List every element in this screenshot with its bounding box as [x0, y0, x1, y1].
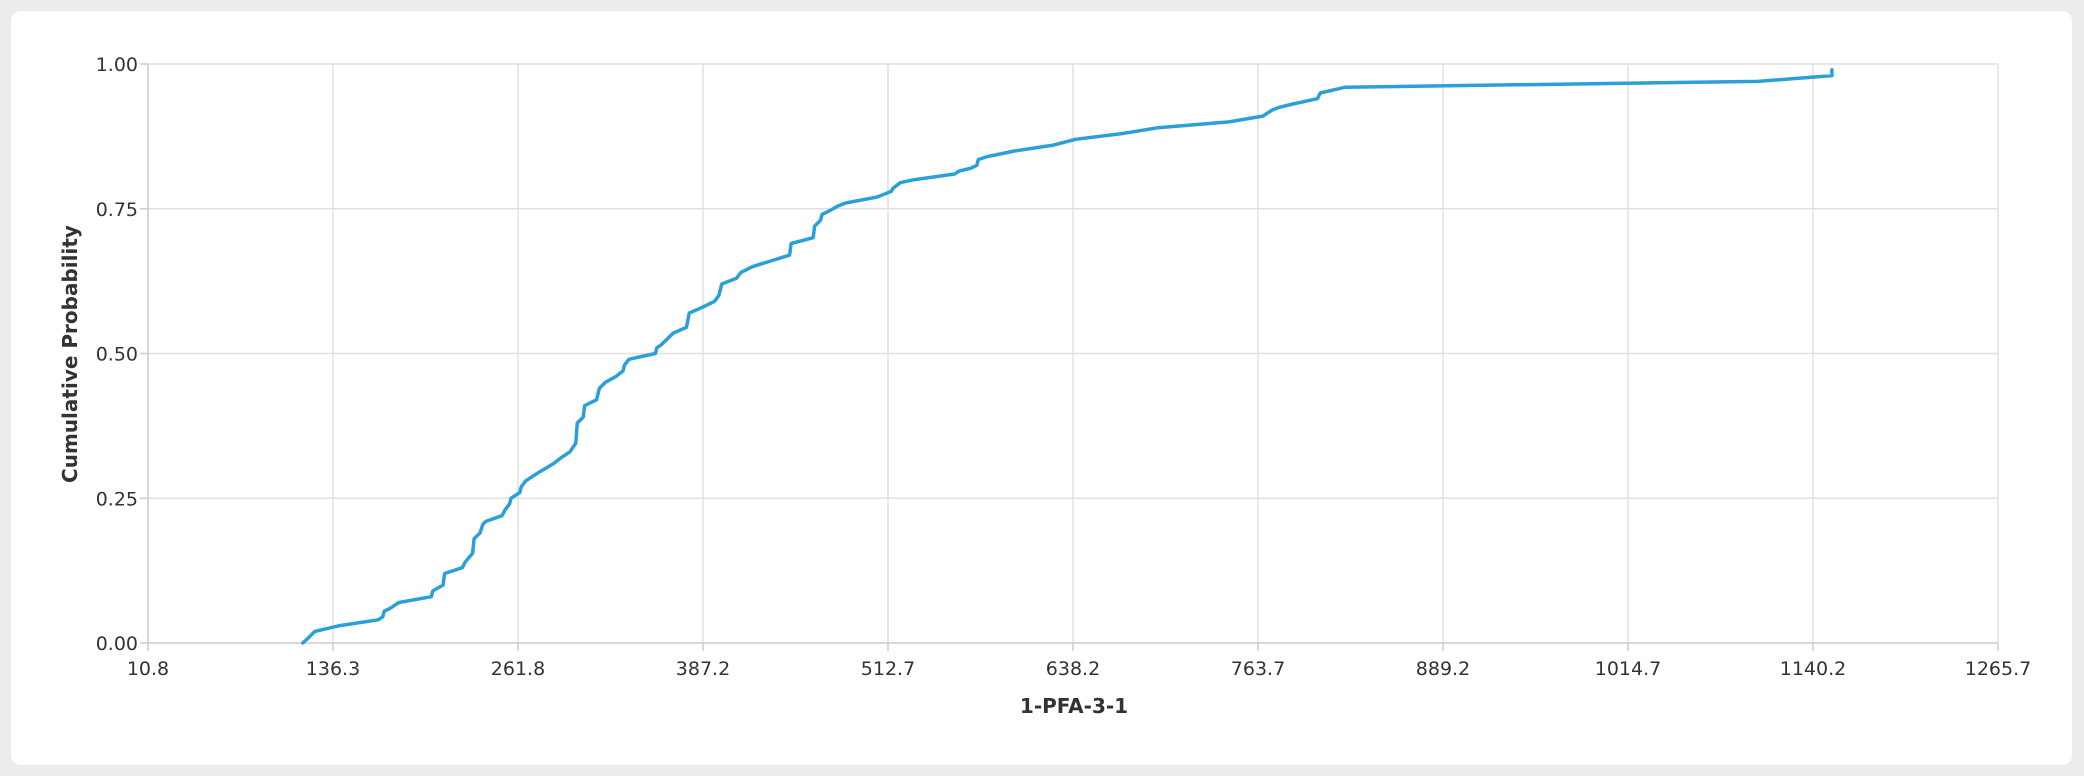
tick-labels: 10.8 136.3 261.8 387.2 512.7 638.2 763.7 889.2 1…: [96, 54, 2032, 680]
x-tick-label: 1140.2: [1780, 658, 1846, 680]
series-layer: [301, 68, 1834, 645]
x-axis-title: 1-PFA-3-1: [1020, 694, 1128, 718]
x-tick-label: 387.2: [676, 658, 730, 680]
x-tick-label: 261.8: [491, 658, 545, 680]
y-tick-label: 0.75: [96, 199, 138, 221]
x-tick-label: 638.2: [1046, 658, 1100, 680]
axes: [140, 63, 1999, 651]
x-tick-label: 1265.7: [1965, 658, 2031, 680]
y-axis-title: Cumulative Probability: [58, 225, 82, 483]
x-tick-label: 512.7: [861, 658, 915, 680]
y-tick-label: 0.25: [96, 488, 138, 510]
chart-card: [11, 11, 2072, 765]
x-tick-label: 10.8: [127, 658, 169, 680]
x-tick-label: 763.7: [1231, 658, 1285, 680]
y-tick-label: 1.00: [96, 54, 138, 76]
cdf-series-line: [301, 68, 1834, 645]
grid-lines: [148, 63, 1999, 643]
y-tick-label: 0.00: [96, 633, 138, 655]
x-tick-label: 136.3: [306, 658, 360, 680]
y-tick-label: 0.50: [96, 344, 138, 366]
x-tick-label: 1014.7: [1595, 658, 1661, 680]
x-tick-label: 889.2: [1416, 658, 1470, 680]
